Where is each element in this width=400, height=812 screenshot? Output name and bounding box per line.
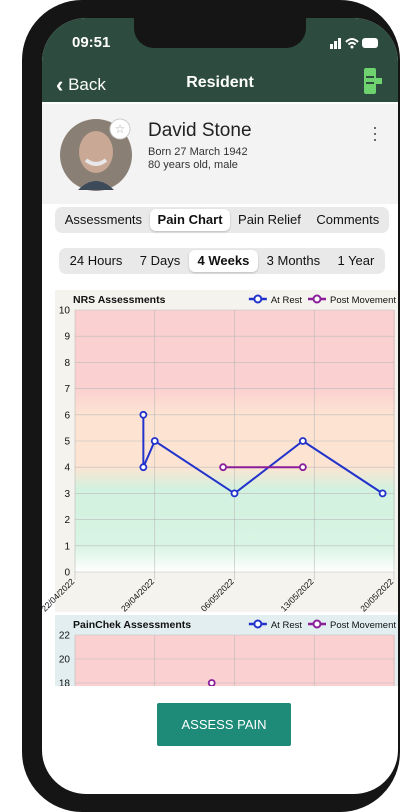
y-tick-label: 6 bbox=[64, 410, 70, 421]
data-point bbox=[220, 464, 226, 470]
y-tick-label: 4 bbox=[64, 463, 70, 474]
y-tick-label: 9 bbox=[64, 332, 70, 343]
data-point bbox=[380, 490, 386, 496]
data-point bbox=[140, 412, 146, 418]
legend-label: At Rest bbox=[271, 620, 303, 631]
data-point bbox=[209, 680, 215, 686]
data-point bbox=[232, 490, 238, 496]
data-point bbox=[140, 464, 146, 470]
legend-label: At Rest bbox=[271, 295, 303, 306]
legend-marker bbox=[314, 621, 321, 628]
plot-background bbox=[75, 635, 395, 686]
y-tick-label: 3 bbox=[64, 489, 70, 500]
y-tick-label: 2 bbox=[64, 515, 70, 526]
legend-marker bbox=[314, 296, 321, 303]
chart-title: PainChek Assessments bbox=[73, 619, 191, 631]
y-tick-label: 18 bbox=[59, 679, 71, 690]
y-tick-label: 8 bbox=[64, 358, 70, 369]
data-point bbox=[300, 464, 306, 470]
y-tick-label: 1 bbox=[64, 541, 70, 552]
y-tick-label: 5 bbox=[64, 437, 70, 448]
page: 09:51 ‹ Back Resident ☆ David Stone Born… bbox=[0, 0, 400, 812]
legend-marker bbox=[254, 296, 261, 303]
legend-label: Post Movement bbox=[330, 620, 396, 631]
y-tick-label: 22 bbox=[59, 631, 71, 642]
y-tick-label: 10 bbox=[59, 306, 71, 317]
legend-marker bbox=[254, 621, 261, 628]
data-point bbox=[300, 438, 306, 444]
y-tick-label: 7 bbox=[64, 384, 70, 395]
chart-title: NRS Assessments bbox=[73, 294, 166, 306]
legend-label: Post Movement bbox=[330, 295, 396, 306]
charts: NRS AssessmentsPost MovementAt Rest01234… bbox=[0, 0, 400, 812]
data-point bbox=[152, 438, 158, 444]
y-tick-label: 20 bbox=[59, 655, 71, 666]
